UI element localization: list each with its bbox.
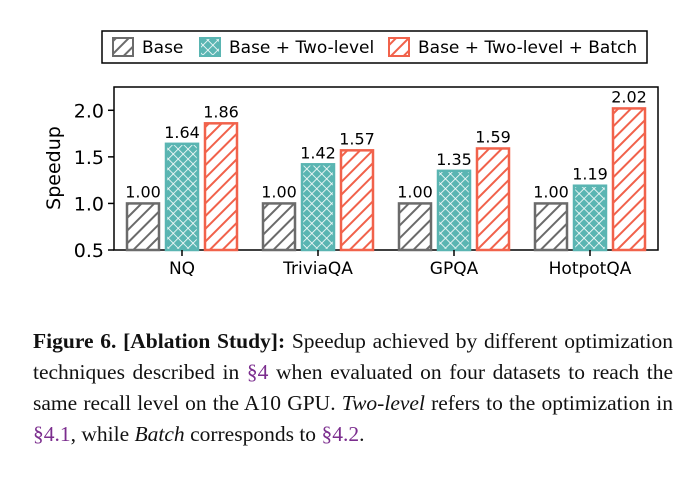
legend-label-batch: Base + Two-level + Batch [418,38,637,58]
legend-item-batch: Base + Two-level + Batch [388,37,637,58]
data-label-base: 1.00 [125,182,161,201]
data-label-two-level: 1.42 [300,143,336,162]
data-label-base: 1.00 [261,182,297,201]
bar-batch [339,149,375,252]
caption-text-1: Speedup achieved by different optimizati… [33,329,673,384]
legend-frame [101,30,648,64]
legend-item-two-level: Base + Two-level [199,37,374,58]
legend-swatch-batch [388,37,410,57]
x-category-label: HotpotQA [549,259,632,279]
data-label-base: 1.00 [397,182,433,201]
data-label-batch: 1.57 [339,129,375,148]
y-axis-label: Speedup [43,126,65,210]
bar-batch [475,147,511,252]
x-category-label: TriviaQA [282,259,353,279]
speedup-bar-chart: Base Base + Two-level Base + Two-level +… [43,30,659,279]
data-label-batch: 1.59 [475,127,511,146]
x-category-label: GPQA [430,259,479,279]
bar-batch [203,122,239,252]
bar-batch [611,107,647,252]
caption-text-2: when evaluated on four datasets to reach… [33,360,674,415]
caption-text-6: . [359,422,365,446]
data-label-batch: 1.86 [203,102,239,121]
caption-text-3: refers to the optimization in [424,391,673,415]
legend-label-base: Base [142,38,183,58]
bar-base [261,202,297,252]
bar-base [397,202,433,252]
bar-two-level [572,184,608,252]
caption-text-5: corresponds to [184,422,322,446]
figure-caption: Figure 6. [Ablation Study]: Speedup achi… [33,326,673,450]
bar-two-level [436,169,472,252]
x-axis: NQ TriviaQA GPQA HotpotQA [169,250,632,279]
bar-base [533,202,569,252]
data-label-batch: 2.02 [611,87,647,106]
caption-term-two-level: Two-level [341,391,425,415]
bar-base [125,202,161,252]
section-link-4[interactable]: §4 [246,360,269,384]
y-axis: 0.5 1.0 1.5 2.0 [74,100,114,262]
bars: 1.001.641.861.001.421.571.001.351.591.00… [125,87,647,252]
data-label-two-level: 1.64 [164,123,200,142]
caption-term-batch: Batch [134,422,185,446]
data-label-two-level: 1.35 [436,150,472,169]
legend-label-two-level: Base + Two-level [229,38,374,58]
bar-two-level [300,163,336,252]
y-tick-label: 0.5 [74,240,104,262]
x-category-label: NQ [169,259,195,279]
legend-swatch-two-level [199,37,221,57]
caption-label: Figure 6. [Ablation Study]: [33,329,286,353]
y-tick-label: 1.5 [74,147,104,169]
legend-swatch-base [112,37,134,57]
bar-two-level [164,142,200,252]
data-label-two-level: 1.19 [572,165,608,184]
section-link-4-1[interactable]: §4.1 [33,422,71,446]
y-tick-label: 1.0 [74,193,104,215]
caption-text-4: , while [70,422,135,446]
section-link-4-2[interactable]: §4.2 [321,422,360,446]
legend: Base Base + Two-level Base + Two-level +… [101,30,648,64]
y-tick-label: 2.0 [74,100,104,122]
data-label-base: 1.00 [533,182,569,201]
plot-frame [113,86,659,251]
legend-item-base: Base [112,37,183,58]
